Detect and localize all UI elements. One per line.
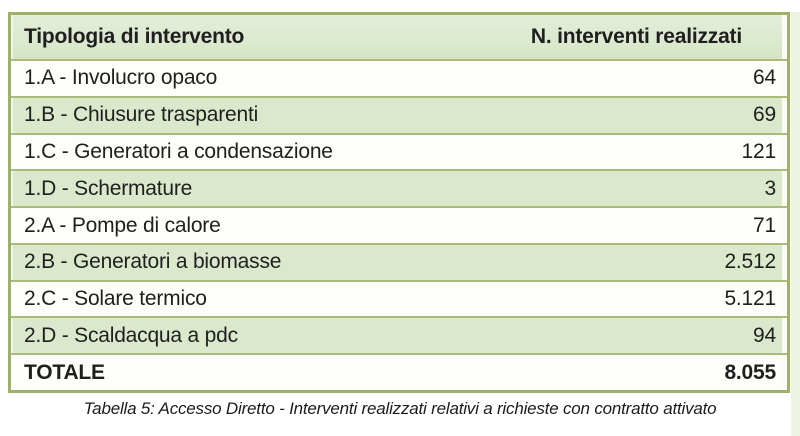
table-row: 2.B - Generatori a biomasse 2.512 <box>11 242 787 280</box>
count-cell: 121 <box>741 139 777 163</box>
intervention-type-cell: 1.C - Generatori a condensazione <box>24 139 333 163</box>
table-header-row: Tipologia di intervento N. interventi re… <box>11 15 787 59</box>
table-row: 1.B - Chiusure trasparenti 69 <box>11 95 787 133</box>
intervention-type-cell: 2.D - Scaldacqua a pdc <box>24 323 238 347</box>
count-cell: 71 <box>753 213 776 237</box>
count-cell: 94 <box>753 323 776 347</box>
count-cell: 3 <box>764 176 777 200</box>
count-cell: 64 <box>753 66 776 90</box>
intervention-type-cell: 1.B - Chiusure trasparenti <box>24 103 259 127</box>
count-cell: 2.512 <box>724 250 776 274</box>
page-edge-strip <box>791 12 800 436</box>
intervention-type-cell: 2.B - Generatori a biomasse <box>24 250 282 274</box>
count-cell: 5.121 <box>724 287 776 311</box>
total-value-cell: 8.055 <box>724 360 776 384</box>
intervention-type-cell: 2.C - Solare termico <box>24 287 207 311</box>
intervention-type-cell: 1.D - Schermature <box>24 176 193 200</box>
table-row: 1.D - Schermature 3 <box>11 169 787 207</box>
table-row: 2.C - Solare termico 5.121 <box>11 279 787 317</box>
total-label-cell: TOTALE <box>24 360 105 384</box>
table-row: 2.D - Scaldacqua a pdc 94 <box>11 316 787 354</box>
table-total-row: TOTALE 8.055 <box>11 353 787 391</box>
table-caption: Tabella 5: Accesso Diretto - Interventi … <box>83 399 717 418</box>
table-row: 1.A - Involucro opaco 64 <box>11 59 787 96</box>
table-row: 2.A - Pompe di calore 71 <box>11 206 787 243</box>
intervention-type-cell: 1.A - Involucro opaco <box>24 66 218 90</box>
header-count-column: N. interventi realizzati <box>530 25 742 48</box>
table-row: 1.C - Generatori a condensazione 121 <box>11 132 787 170</box>
header-type-column: Tipologia di intervento <box>24 25 245 48</box>
count-cell: 69 <box>753 103 776 127</box>
interventions-table: Tipologia di intervento N. interventi re… <box>8 12 790 393</box>
intervention-type-cell: 2.A - Pompe di calore <box>24 213 221 237</box>
